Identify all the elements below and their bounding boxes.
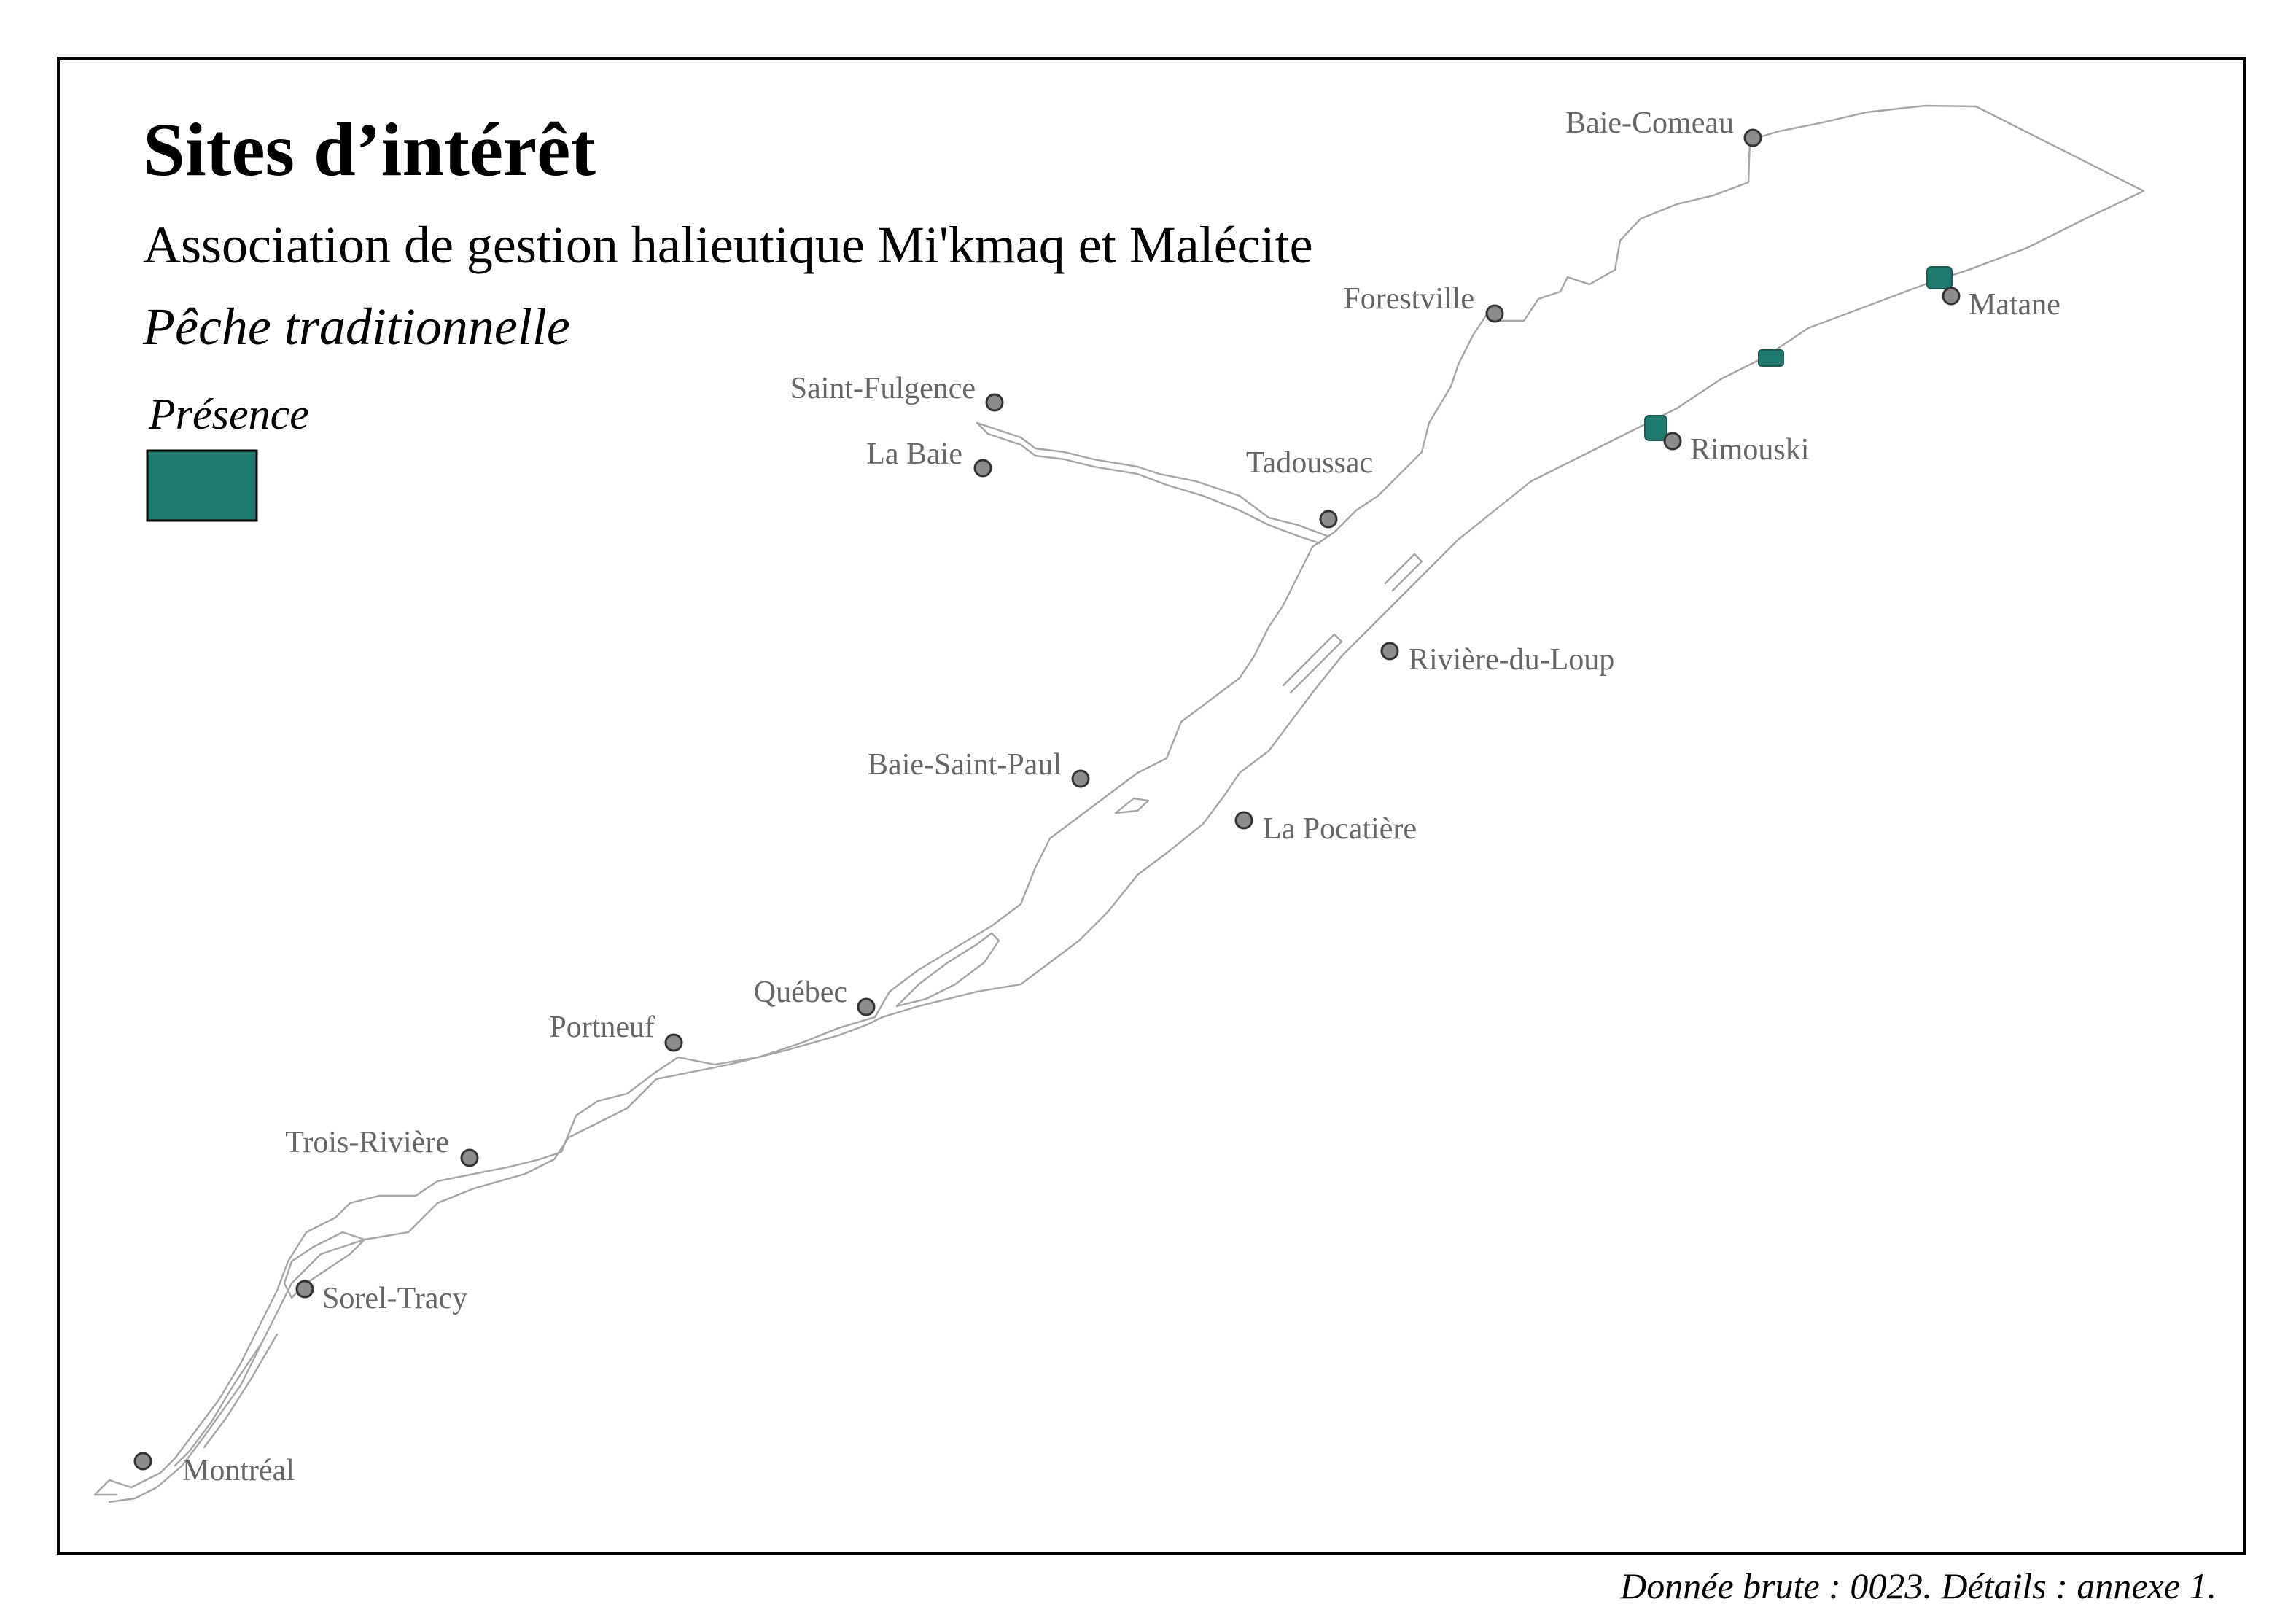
city-markers: Baie-Comeau Forestville Matane Saint-Ful… — [133, 106, 2060, 1487]
city-dot-matane[interactable] — [1942, 287, 1961, 306]
city-label-tadoussac: Tadoussac — [1246, 446, 1373, 480]
city-label-quebec: Québec — [754, 976, 847, 1009]
city-dot-forestville[interactable] — [1485, 304, 1504, 323]
lac-saint-pierre — [283, 1231, 366, 1299]
montreal-channels-2 — [203, 1333, 279, 1449]
city-label-baie-comeau: Baie-Comeau — [1565, 106, 1734, 140]
city-dot-sorel-tracy[interactable] — [295, 1280, 314, 1299]
city-dot-rimouski[interactable] — [1663, 432, 1682, 451]
city-dot-riviere-du-loup[interactable] — [1380, 642, 1399, 661]
legend-swatch-presence — [146, 449, 258, 522]
map-theme: Pêche traditionnelle — [142, 297, 570, 356]
city-dot-tadoussac[interactable] — [1319, 510, 1338, 529]
montreal-channels — [174, 1340, 264, 1467]
estuary-islands — [1282, 633, 1343, 694]
presence-site-matane[interactable] — [1926, 266, 1953, 289]
city-dot-la-baie[interactable] — [973, 459, 992, 478]
saguenay-fjord — [976, 421, 1328, 545]
city-label-la-baie: La Baie — [866, 437, 962, 471]
city-label-montreal: Montréal — [182, 1454, 295, 1487]
presence-site-rimouski[interactable] — [1644, 415, 1667, 441]
city-dot-baie-saint-paul[interactable] — [1071, 769, 1090, 788]
city-dot-quebec[interactable] — [857, 997, 876, 1016]
city-label-sorel-tracy: Sorel-Tracy — [322, 1282, 467, 1315]
city-dot-portneuf[interactable] — [664, 1033, 683, 1052]
presence-site-mid[interactable] — [1758, 349, 1784, 367]
ile-aux-coudres — [1114, 797, 1150, 814]
map-frame — [57, 57, 2246, 1555]
city-dot-la-pocatiere[interactable] — [1234, 811, 1253, 830]
city-label-trois-riviere: Trois-Rivière — [285, 1126, 449, 1159]
map-subtitle: Association de gestion halieutique Mi'km… — [143, 216, 1313, 274]
city-label-riviere-du-loup: Rivière-du-Loup — [1409, 643, 1614, 677]
city-label-matane: Matane — [1969, 288, 2060, 322]
city-dot-trois-riviere[interactable] — [460, 1148, 479, 1167]
city-label-rimouski: Rimouski — [1690, 433, 1809, 467]
city-label-forestville: Forestville — [1343, 282, 1474, 316]
ile-orleans — [895, 932, 1000, 1008]
legend: Présence — [146, 390, 309, 522]
presence-sites — [1644, 266, 1953, 441]
source-note: Donnée brute : 0023. Détails : annexe 1. — [1619, 1565, 2217, 1606]
city-dot-baie-comeau[interactable] — [1743, 128, 1762, 147]
city-label-portneuf: Portneuf — [549, 1011, 655, 1044]
legend-title: Présence — [148, 390, 309, 438]
estuary-islands-2 — [1384, 553, 1423, 592]
city-label-baie-saint-paul: Baie-Saint-Paul — [868, 748, 1062, 782]
map-title: Sites d’intérêt — [143, 108, 596, 192]
city-label-la-pocatiere: La Pocatière — [1263, 812, 1417, 846]
city-dot-saint-fulgence[interactable] — [985, 393, 1004, 412]
city-dot-montreal[interactable] — [133, 1452, 152, 1471]
river-north-shore — [93, 104, 2145, 1496]
city-label-saint-fulgence: Saint-Fulgence — [790, 372, 976, 405]
